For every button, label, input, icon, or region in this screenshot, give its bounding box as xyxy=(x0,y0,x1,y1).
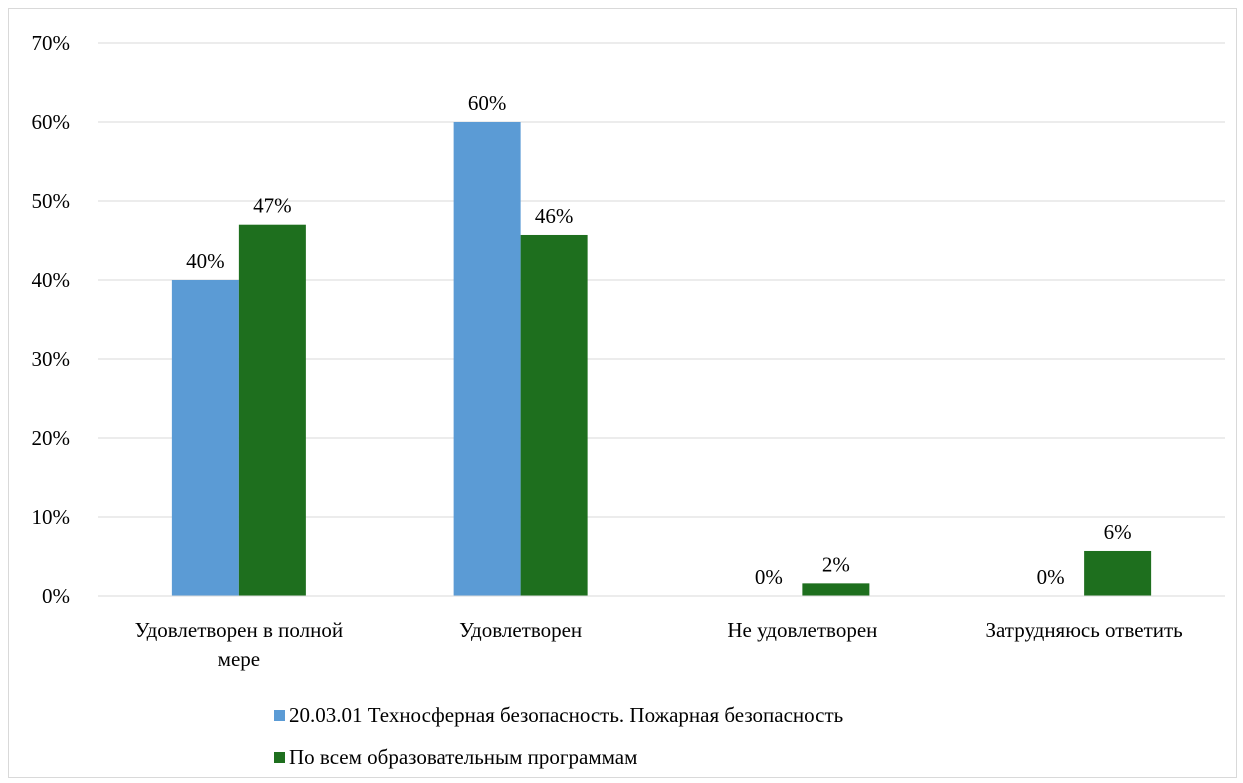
x-tick-label: Не удовлетворен xyxy=(727,618,877,642)
y-axis: 0% 10% 20% 30% 40% 50% 60% 70% xyxy=(32,31,71,608)
data-label-series-2-cat-1: 47% xyxy=(253,194,292,218)
data-label-series-2-cat-3: 2% xyxy=(822,552,850,576)
x-tick-label: Удовлетворен в полной xyxy=(135,618,343,642)
legend-swatch-series-2 xyxy=(274,752,285,763)
data-label-series-2-cat-4: 6% xyxy=(1104,520,1132,544)
data-labels: 40% 60% 0% 0% 47% 46% 2% 6% xyxy=(186,91,1132,589)
y-tick-label: 0% xyxy=(42,584,70,608)
bar-series-2-cat-2 xyxy=(520,234,588,596)
legend-item-series-1: 20.03.01 Техносферная безопасность. Пожа… xyxy=(274,703,843,728)
x-tick-label: мере xyxy=(218,647,260,671)
data-label-series-1-cat-2: 60% xyxy=(468,91,507,115)
y-tick-label: 40% xyxy=(32,268,71,292)
x-tick-label: Затрудняюсь ответить xyxy=(986,618,1183,642)
y-tick-label: 60% xyxy=(32,110,71,134)
x-tick-label: Удовлетворен xyxy=(459,618,582,642)
y-tick-label: 10% xyxy=(32,505,71,529)
bar-series-1-cat-2 xyxy=(453,122,521,596)
data-label-series-1-cat-4: 0% xyxy=(1037,565,1065,589)
y-tick-label: 50% xyxy=(32,189,71,213)
legend-label-series-1: 20.03.01 Техносферная безопасность. Пожа… xyxy=(289,703,844,727)
bar-series-2-cat-4 xyxy=(1084,550,1152,596)
y-tick-label: 20% xyxy=(32,426,71,450)
legend-swatch-series-1 xyxy=(274,710,285,721)
bar-series-1-cat-1 xyxy=(171,280,239,596)
bars xyxy=(171,122,1152,596)
y-tick-label: 70% xyxy=(32,31,71,55)
data-label-series-1-cat-1: 40% xyxy=(186,249,225,273)
data-label-series-2-cat-2: 46% xyxy=(535,204,574,228)
data-label-series-1-cat-3: 0% xyxy=(755,565,783,589)
legend-item-series-2: По всем образовательным программам xyxy=(274,745,637,770)
legend-label-series-2: По всем образовательным программам xyxy=(289,745,638,769)
x-axis: Удовлетворен в полной мере Удовлетворен Не … xyxy=(98,595,1225,671)
y-tick-label: 30% xyxy=(32,347,71,371)
bar-series-2-cat-3 xyxy=(802,583,870,596)
bar-series-2-cat-1 xyxy=(238,224,306,596)
